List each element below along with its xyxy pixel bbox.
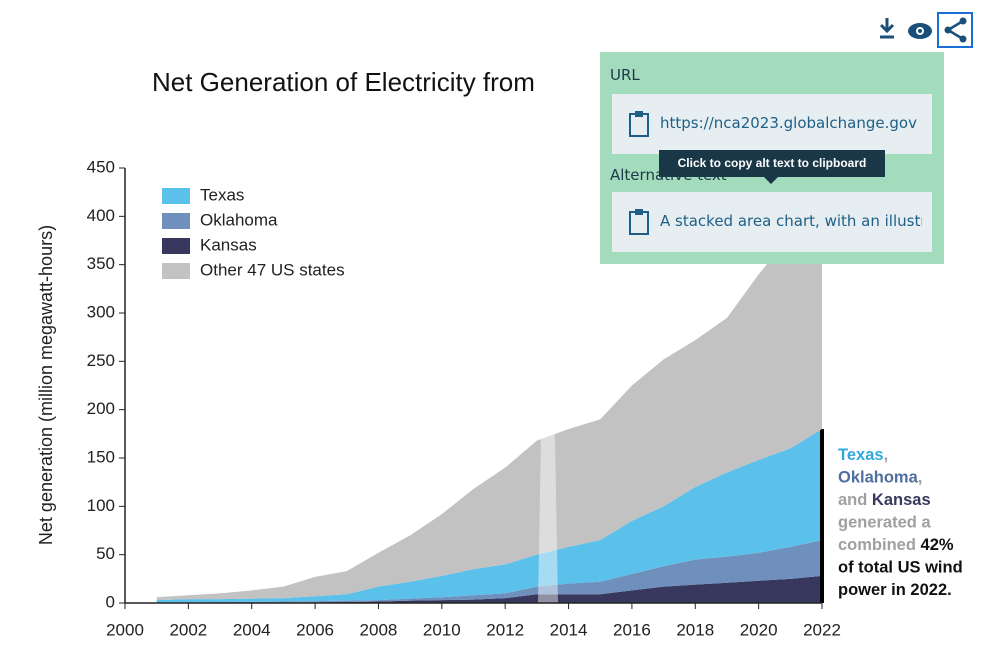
legend-swatch xyxy=(162,213,190,229)
annotation-line: Texas, xyxy=(838,446,888,464)
y-tick-label: 150 xyxy=(87,447,115,466)
x-tick-label: 2008 xyxy=(360,620,398,639)
y-tick-label: 350 xyxy=(87,254,115,273)
annotation-text: of total US wind xyxy=(838,559,963,577)
alt-field[interactable]: A stacked area chart, with an illustrati… xyxy=(612,192,932,252)
area xyxy=(156,540,822,603)
x-tick-label: 2020 xyxy=(740,620,778,639)
turbine-illustration xyxy=(443,135,700,603)
y-tick-label: 50 xyxy=(96,544,115,563)
x-tick-label: 2000 xyxy=(106,620,144,639)
x-tick-label: 2010 xyxy=(423,620,461,639)
turbine-blade xyxy=(552,270,700,318)
x-tick-label: 2022 xyxy=(803,620,841,639)
annotation-text: Oklahoma xyxy=(838,469,919,487)
annotation-text: power in 2022. xyxy=(838,581,952,599)
turbine-tower xyxy=(538,275,558,603)
x-tick-label: 2018 xyxy=(676,620,714,639)
area xyxy=(156,575,822,603)
annotation-text: and xyxy=(838,491,867,509)
legend-label: Other 47 US states xyxy=(200,260,345,279)
annotation-line: combined 42% xyxy=(838,536,954,554)
y-tick-label: 300 xyxy=(87,302,115,321)
turbine-blade xyxy=(505,135,556,272)
clipboard-icon xyxy=(629,209,649,235)
legend-label: Kansas xyxy=(200,235,257,254)
y-tick-label: 250 xyxy=(87,351,115,370)
y-tick-label: 200 xyxy=(87,399,115,418)
y-axis-label: Net generation (million megawatt-hours) xyxy=(36,225,56,545)
share-button[interactable] xyxy=(937,12,973,48)
legend-label: Oklahoma xyxy=(200,210,278,229)
x-tick-label: 2016 xyxy=(613,620,651,639)
annotation-text: Texas xyxy=(838,446,884,464)
x-tick-label: 2012 xyxy=(486,620,524,639)
url-label: URL xyxy=(610,66,640,84)
x-tick-label: 2004 xyxy=(233,620,271,639)
annotation-line: power in 2022. xyxy=(838,581,952,599)
annotation-text: , xyxy=(884,446,889,464)
tooltip: Click to copy alt text to clipboard xyxy=(659,150,885,184)
legend-swatch xyxy=(162,238,190,254)
download-button[interactable] xyxy=(879,18,895,39)
annotation-line: and Kansas xyxy=(838,491,931,509)
alt-text: A stacked area chart, with an illustrati… xyxy=(660,212,922,230)
annotation-text: combined xyxy=(838,536,916,554)
y-tick-label: 450 xyxy=(87,157,115,176)
area xyxy=(156,182,822,601)
turbine-blade xyxy=(443,272,550,385)
annotation-line: of total US wind xyxy=(838,559,963,577)
url-field[interactable]: https://nca2023.globalchange.gov xyxy=(612,94,932,154)
annotation-text: generated a xyxy=(838,514,931,532)
view-button[interactable] xyxy=(908,23,932,39)
y-tick-label: 100 xyxy=(87,496,115,515)
x-tick-label: 2006 xyxy=(296,620,334,639)
x-tick-label: 2002 xyxy=(169,620,207,639)
annotation-text: , xyxy=(918,469,923,487)
clipboard-icon xyxy=(629,111,649,137)
turbine-hub xyxy=(541,265,557,281)
url-text: https://nca2023.globalchange.gov xyxy=(660,114,917,132)
legend-swatch xyxy=(162,188,190,204)
x-tick-label: 2014 xyxy=(550,620,588,639)
y-tick-label: 400 xyxy=(87,206,115,225)
toolbar xyxy=(879,12,973,48)
legend-label: Texas xyxy=(200,185,244,204)
area xyxy=(156,429,822,603)
legend-swatch xyxy=(162,263,190,279)
annotation-text: 42% xyxy=(916,536,954,554)
annotation-line: Oklahoma, xyxy=(838,469,922,487)
y-tick-label: 0 xyxy=(106,592,115,611)
chart-title: Net Generation of Electricity from xyxy=(152,67,535,97)
annotation-text: Kansas xyxy=(867,491,930,509)
annotation-line: generated a xyxy=(838,514,931,532)
